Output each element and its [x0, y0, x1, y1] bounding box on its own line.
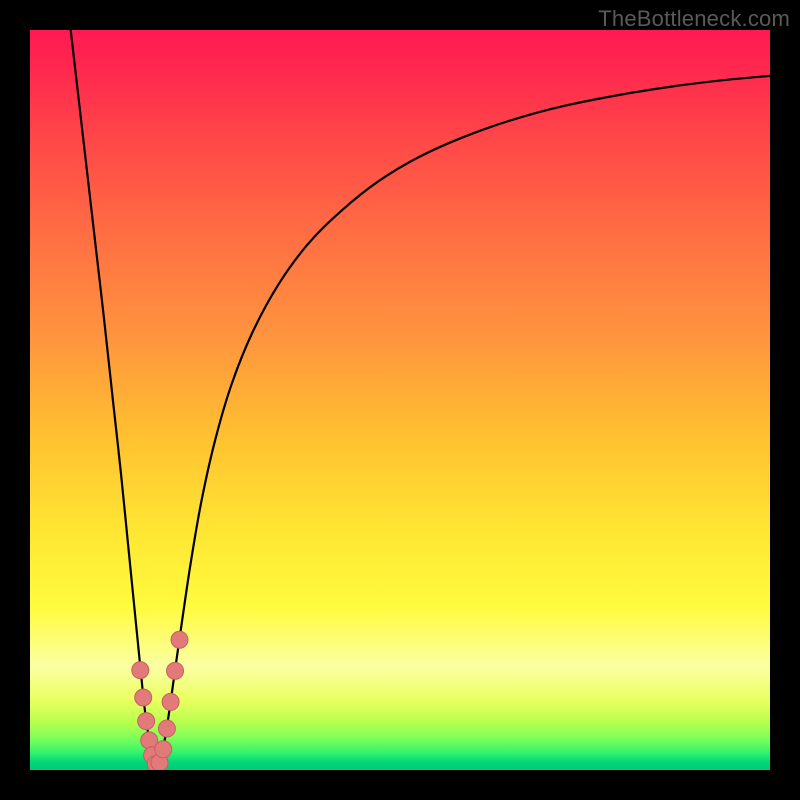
data-marker — [171, 631, 188, 648]
chart-plot-area — [30, 30, 770, 770]
gradient-background — [30, 30, 770, 770]
data-marker — [132, 662, 149, 679]
data-marker — [158, 720, 175, 737]
data-marker — [167, 662, 184, 679]
watermark-label: TheBottleneck.com — [598, 6, 790, 32]
data-marker — [135, 689, 152, 706]
data-marker — [155, 741, 172, 758]
data-marker — [162, 693, 179, 710]
figure-root: TheBottleneck.com — [0, 0, 800, 800]
data-marker — [138, 713, 155, 730]
